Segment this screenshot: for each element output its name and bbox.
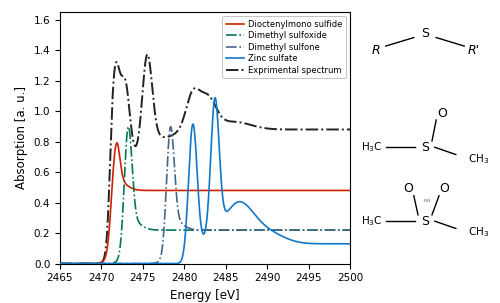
Text: R: R	[372, 44, 380, 57]
Text: CH$_3$: CH$_3$	[468, 225, 489, 239]
X-axis label: Energy [eV]: Energy [eV]	[170, 289, 240, 302]
Text: H$_3$C: H$_3$C	[361, 140, 382, 154]
Text: S: S	[421, 141, 429, 154]
Text: H$_3$C: H$_3$C	[361, 214, 382, 228]
Text: O: O	[437, 107, 446, 120]
Text: CH$_3$: CH$_3$	[468, 152, 489, 166]
Text: S: S	[421, 215, 429, 228]
Y-axis label: Absorption [a. u.]: Absorption [a. u.]	[15, 86, 28, 189]
Text: S: S	[421, 27, 429, 40]
Text: R': R'	[468, 44, 480, 57]
Text: O: O	[404, 182, 413, 195]
Text: "": ""	[422, 198, 431, 208]
Legend: Dioctenylmono sulfide, Dimethyl sulfoxide, Dimethyl sulfone, Zinc sulfate, Expri: Dioctenylmono sulfide, Dimethyl sulfoxid…	[222, 16, 346, 78]
Text: O: O	[440, 182, 450, 195]
